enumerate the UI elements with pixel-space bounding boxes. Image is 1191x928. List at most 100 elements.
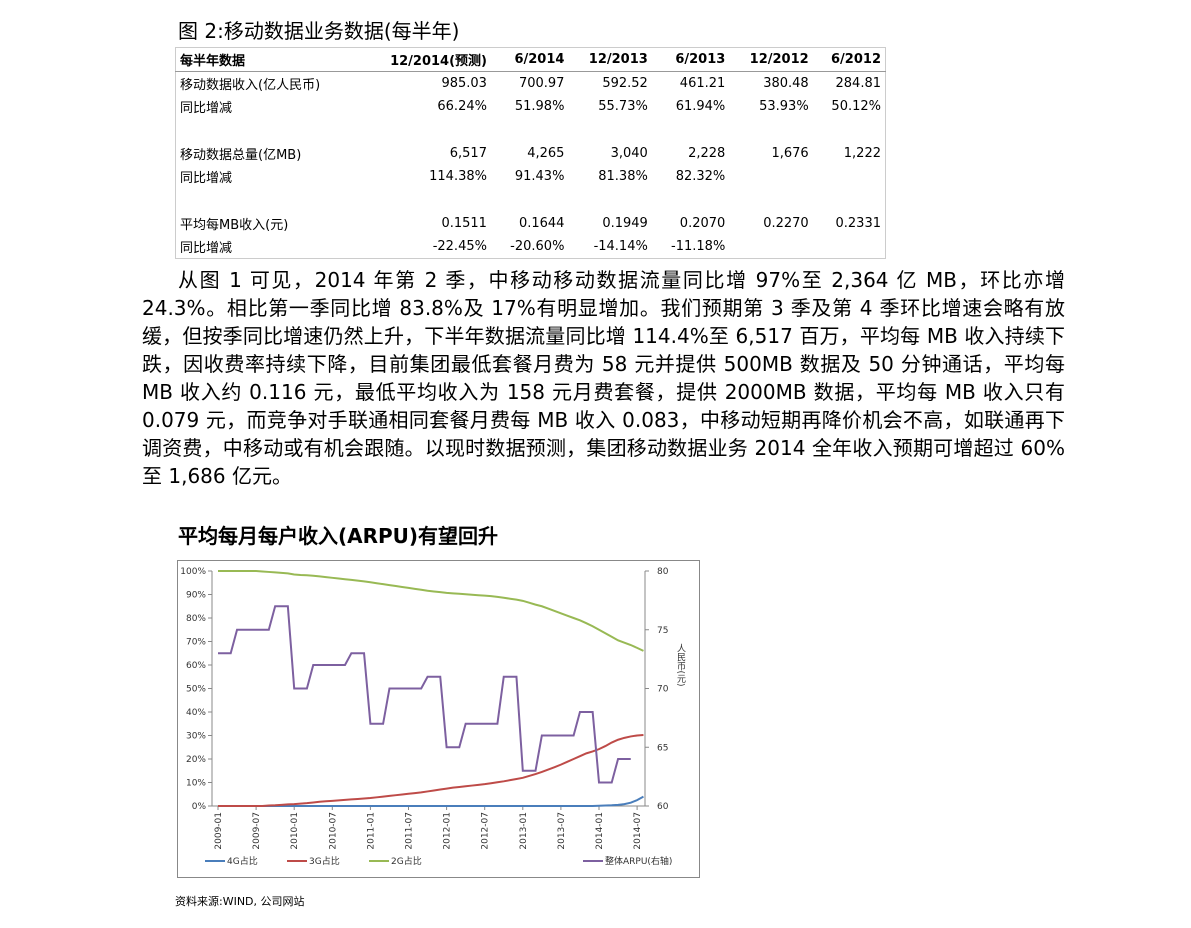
y-tick-label: 90% [186,591,206,601]
table-cell: 50.12% [831,99,881,114]
table-row: 同比增减 114.38% 91.43% 81.38% 82.32% [176,165,886,188]
table-cell: 0.1511 [441,216,487,231]
y2-tick-label: 80 [657,567,669,577]
series-line [218,605,631,784]
header-cell: 6/2012 [812,47,886,72]
y2-tick-label: 65 [657,743,668,753]
y-tick-label: 100% [180,567,206,577]
paragraph: 从图 1 可见，2014 年第 2 季，中移动移动数据流量同比增 97%至 2,… [142,268,1065,488]
table-cell: 同比增减 [180,101,233,116]
table-cell: -22.45% [432,239,487,254]
x-tick-label: 2012-07 [481,812,491,850]
table-cell: 0.2331 [835,216,882,231]
table-cell [729,165,812,188]
x-tick-label: 2014-07 [633,812,643,850]
table-cell: 380.48 [763,76,809,91]
table-cell: -20.60% [510,239,565,254]
table-cell [729,235,812,259]
x-tick-label: 2012-01 [443,812,453,850]
table-cell: 移动数据收入(亿人民币) [180,78,321,93]
header-cell: 6/2013 [651,47,730,72]
y2-axis-label: 人民币(元) [675,643,686,686]
table-cell: 1,222 [843,146,881,161]
table-row: 同比增减 66.24% 51.98% 55.73% 61.94% 53.93% 50.12% [176,95,886,118]
table-cell: 同比增减 [180,241,233,256]
x-tick-label: 2014-01 [595,812,605,850]
legend-label: 整体ARPU(右轴) [605,855,672,867]
x-tick-label: 2009-01 [214,812,224,850]
series-line [218,570,644,652]
x-tick-label: 2011-07 [405,812,415,850]
x-tick-label: 2010-07 [328,812,338,850]
table-cell: 4,265 [527,146,565,161]
table-cell: 985.03 [441,76,487,91]
series-line [218,795,644,807]
table-row: 同比增减 -22.45% -20.60% -14.14% -11.18% [176,235,886,259]
legend-label: 3G占比 [309,855,340,867]
table-row: 移动数据总量(亿MB) 6,517 4,265 3,040 2,228 1,676 1,22… [176,118,886,165]
table-cell: 0.2070 [679,216,726,231]
table-cell: 81.38% [598,169,648,184]
table-cell: 700.97 [518,76,565,91]
data-table: 每半年数据 12/2014(预测) 6/2014 12/2013 6/2013 12/20… [175,47,886,259]
table-cell: 51.98% [514,99,565,114]
table-cell: 2,228 [688,146,726,161]
section-heading: 平均每月每户收入(ARPU)有望回升 [178,524,499,548]
y-tick-label: 50% [186,685,206,695]
table-cell: 82.32% [675,169,726,184]
table-cell [813,235,886,259]
table-cell: 592.52 [602,76,648,91]
table-cell: 同比增减 [180,171,233,186]
table-cell: -11.18% [671,239,726,254]
table-cell: 0.1949 [602,216,648,231]
chart: 0% 10% 20% 30% 40% 50% 60% 70% 80% 90% 100% 60 65 70 7… [177,560,700,878]
y-tick-label: 30% [186,732,206,742]
table-cell: 1,676 [771,146,809,161]
y2-tick-label: 75 [657,626,668,636]
table-cell: 55.73% [598,99,648,114]
table-cell: 91.43% [514,169,565,184]
legend-label: 4G占比 [227,855,258,867]
y-tick-label: 70% [186,638,206,648]
table-cell: 平均每MB收入(元) [180,218,289,233]
x-tick-label: 2009-07 [252,812,262,850]
table-cell: 0.2270 [763,216,809,231]
table-cell: -14.14% [593,239,648,254]
table-cell: 6,517 [449,146,487,161]
y2-tick-label: 70 [657,685,669,695]
y2-tick-label: 60 [657,802,669,812]
figure-title: 图 2:移动数据业务数据(每半年) [178,19,460,43]
header-cell: 每半年数据 [175,47,361,72]
table-cell: 66.24% [437,99,487,114]
y-tick-label: 10% [186,779,206,789]
y-tick-label: 20% [186,755,206,765]
table-row: 移动数据收入(亿人民币) 985.03 700.97 592.52 461.21 380.… [176,72,886,96]
table-cell: 461.21 [679,76,726,91]
table-cell [813,165,886,188]
header-cell: 12/2014(预测) [360,47,491,72]
header-cell: 6/2014 [490,47,569,72]
table-cell: 114.38% [429,169,487,184]
x-tick-label: 2013-07 [557,812,567,850]
x-tick-label: 2010-01 [290,812,300,850]
table-cell: 移动数据总量(亿MB) [180,148,302,163]
x-tick-label: 2011-01 [366,812,376,850]
chart-frame [177,560,700,878]
series-line [218,734,644,807]
table-cell: 284.81 [835,76,882,91]
header-cell: 12/2013 [568,47,652,72]
legend-label: 2G占比 [391,855,422,867]
table-cell: 53.93% [759,99,809,114]
table-cell: 61.94% [675,99,726,114]
y-tick-label: 60% [186,661,206,671]
x-tick-label: 2013-01 [519,812,529,850]
y-tick-label: 0% [192,802,207,812]
table-cell: 0.1644 [518,216,565,231]
y-tick-label: 40% [186,708,206,718]
table-row: 平均每MB收入(元) 0.1511 0.1644 0.1949 0.2070 0.2270… [176,188,886,235]
header-row: 每半年数据 12/2014(预测) 6/2014 12/2013 6/2013 12/20… [175,47,886,72]
table-cell: 3,040 [610,146,648,161]
source-note: 资料来源:WIND, 公司网站 [175,895,305,908]
header-cell: 12/2012 [729,47,813,72]
